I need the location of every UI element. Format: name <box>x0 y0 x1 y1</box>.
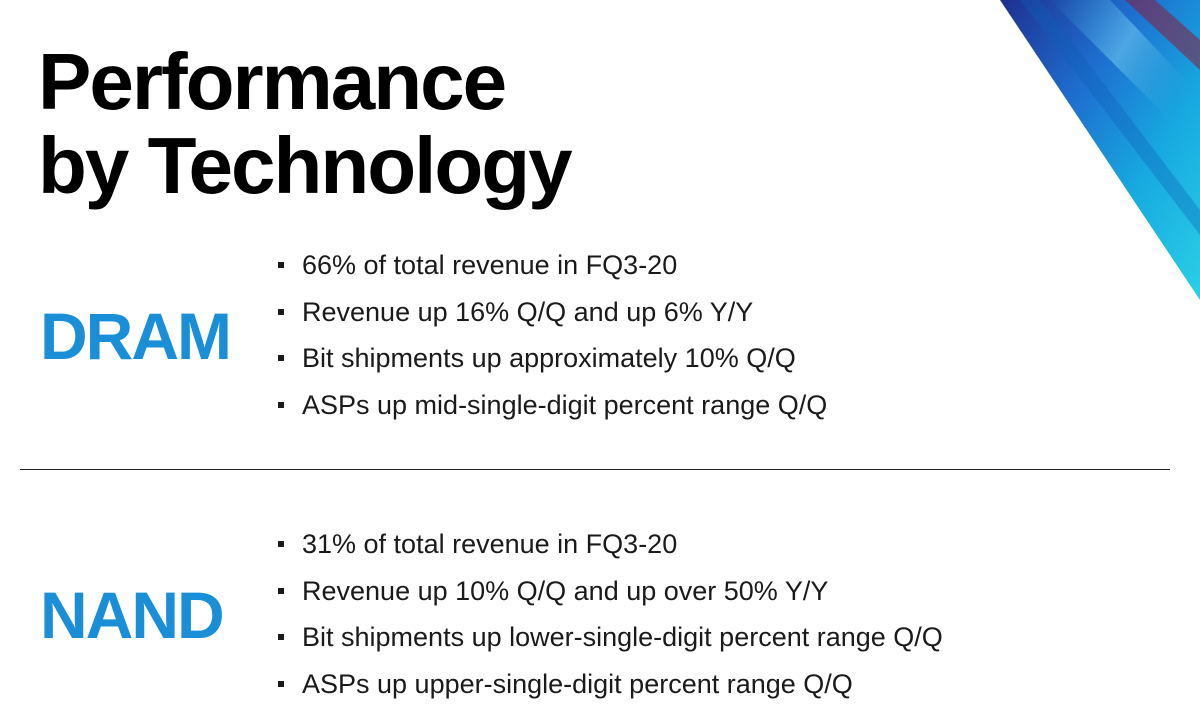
nand-section-label: NAND <box>40 578 225 652</box>
list-item: Bit shipments up approximately 10% Q/Q <box>278 335 827 382</box>
list-item: ASPs up upper-single-digit percent range… <box>278 661 943 708</box>
page-title: Performance by Technology <box>38 37 573 210</box>
list-item: Bit shipments up lower-single-digit perc… <box>278 614 943 661</box>
nand-bullet-list: 31% of total revenue in FQ3-20 Revenue u… <box>278 521 943 707</box>
corner-decoration-graphic <box>1000 0 1200 300</box>
list-item: 31% of total revenue in FQ3-20 <box>278 521 943 568</box>
list-item: 66% of total revenue in FQ3-20 <box>278 242 827 289</box>
title-line-1: Performance <box>38 37 507 126</box>
dram-bullet-list: 66% of total revenue in FQ3-20 Revenue u… <box>278 242 827 428</box>
dram-section-label: DRAM <box>40 299 232 373</box>
list-item: ASPs up mid-single-digit percent range Q… <box>278 382 827 429</box>
list-item: Revenue up 10% Q/Q and up over 50% Y/Y <box>278 568 943 615</box>
title-line-2: by Technology <box>38 121 573 210</box>
section-divider <box>20 469 1170 470</box>
list-item: Revenue up 16% Q/Q and up 6% Y/Y <box>278 289 827 336</box>
